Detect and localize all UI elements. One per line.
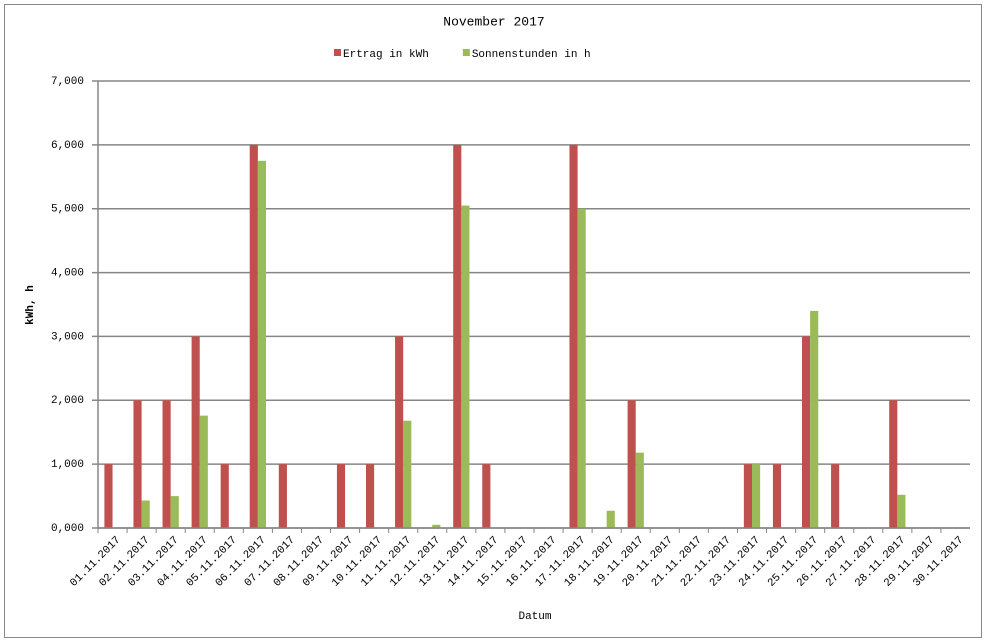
bar: [141, 500, 150, 528]
bar: [199, 415, 208, 528]
bar: [162, 400, 171, 528]
y-tick-label: 4,000: [51, 267, 84, 279]
bar: [249, 144, 258, 528]
bar: [801, 336, 811, 528]
bar: [432, 524, 441, 528]
y-tick-label: 1,000: [51, 459, 84, 471]
chart-title: November 2017: [443, 14, 544, 29]
bar: [395, 336, 404, 528]
legend-swatch: [462, 49, 470, 56]
bar: [569, 144, 578, 528]
bar: [336, 464, 346, 528]
bar: [461, 205, 470, 528]
bar: [627, 400, 636, 528]
y-axis-label: kWh, h: [25, 285, 37, 325]
y-tick-label: 7,000: [51, 76, 84, 88]
bar: [220, 464, 229, 528]
chart-frame: [4, 4, 982, 638]
legend-swatch: [334, 49, 341, 56]
bar: [482, 464, 491, 528]
y-tick-label: 2,000: [51, 395, 84, 407]
bar: [752, 464, 761, 528]
bar: [257, 160, 267, 529]
y-tick-label: 6,000: [51, 140, 84, 152]
bar: [365, 464, 375, 528]
bar: [810, 310, 819, 528]
bar: [743, 464, 752, 528]
bar: [104, 464, 113, 528]
bar: [403, 420, 412, 528]
bar: [453, 144, 462, 528]
bar: [897, 494, 906, 528]
bar: [133, 400, 142, 528]
x-axis-label: Datum: [518, 611, 551, 623]
y-tick-label: 0,000: [51, 523, 84, 535]
bar: [635, 452, 644, 528]
bar: [831, 464, 840, 528]
bar: [889, 400, 898, 528]
bar: [191, 336, 200, 528]
bar: [606, 510, 615, 528]
y-tick-label: 5,000: [51, 204, 84, 216]
bar: [170, 496, 179, 528]
legend-label: Sonnenstunden in h: [472, 49, 591, 61]
bar: [772, 464, 782, 528]
bar: [577, 208, 586, 528]
legend-label: Ertrag in kWh: [343, 49, 429, 61]
bar: [278, 464, 287, 528]
y-tick-label: 3,000: [51, 331, 84, 343]
